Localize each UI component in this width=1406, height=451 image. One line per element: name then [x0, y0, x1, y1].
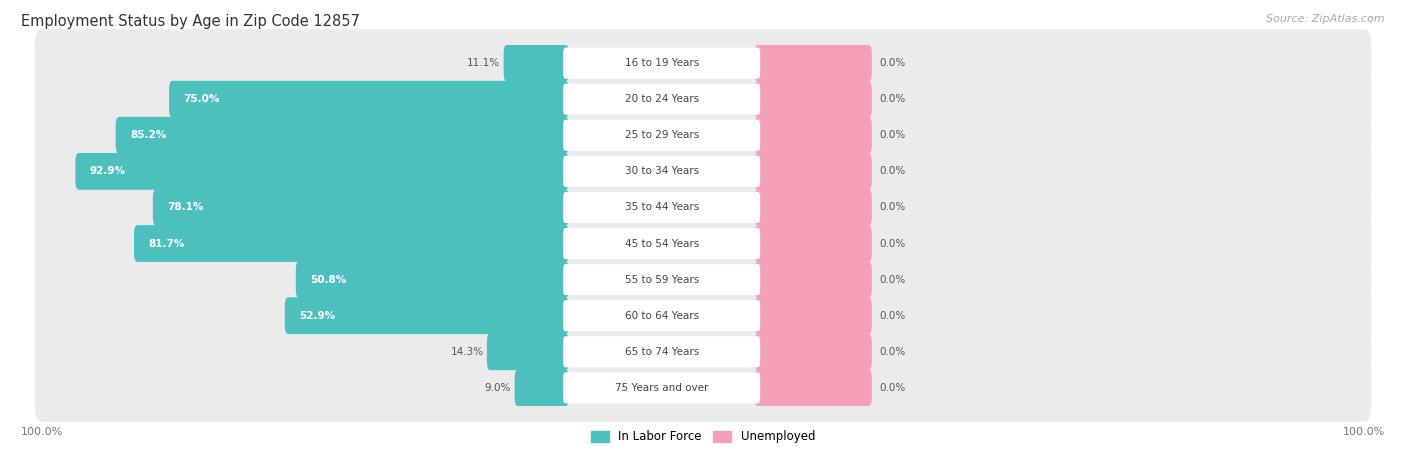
- FancyBboxPatch shape: [755, 117, 872, 154]
- Text: 0.0%: 0.0%: [879, 94, 905, 104]
- Text: 0.0%: 0.0%: [879, 239, 905, 249]
- FancyBboxPatch shape: [755, 369, 872, 406]
- Legend: In Labor Force, Unemployed: In Labor Force, Unemployed: [591, 430, 815, 443]
- FancyBboxPatch shape: [35, 29, 1371, 97]
- FancyBboxPatch shape: [35, 210, 1371, 277]
- FancyBboxPatch shape: [755, 261, 872, 298]
- FancyBboxPatch shape: [755, 81, 872, 118]
- Text: 0.0%: 0.0%: [879, 202, 905, 212]
- Text: 85.2%: 85.2%: [131, 130, 166, 140]
- FancyBboxPatch shape: [564, 228, 761, 259]
- FancyBboxPatch shape: [755, 45, 872, 82]
- Text: 9.0%: 9.0%: [485, 383, 512, 393]
- FancyBboxPatch shape: [76, 153, 568, 190]
- FancyBboxPatch shape: [564, 84, 761, 115]
- FancyBboxPatch shape: [564, 120, 761, 151]
- Text: Employment Status by Age in Zip Code 12857: Employment Status by Age in Zip Code 128…: [21, 14, 360, 28]
- FancyBboxPatch shape: [35, 65, 1371, 133]
- Text: 16 to 19 Years: 16 to 19 Years: [624, 58, 699, 68]
- Text: 20 to 24 Years: 20 to 24 Years: [624, 94, 699, 104]
- Text: 81.7%: 81.7%: [149, 239, 184, 249]
- FancyBboxPatch shape: [134, 225, 568, 262]
- FancyBboxPatch shape: [755, 225, 872, 262]
- FancyBboxPatch shape: [755, 297, 872, 334]
- Text: 11.1%: 11.1%: [467, 58, 501, 68]
- FancyBboxPatch shape: [35, 101, 1371, 169]
- FancyBboxPatch shape: [564, 48, 761, 78]
- Text: 35 to 44 Years: 35 to 44 Years: [624, 202, 699, 212]
- FancyBboxPatch shape: [564, 336, 761, 367]
- Text: 0.0%: 0.0%: [879, 275, 905, 285]
- FancyBboxPatch shape: [115, 117, 568, 154]
- Text: 55 to 59 Years: 55 to 59 Years: [624, 275, 699, 285]
- Text: 78.1%: 78.1%: [167, 202, 204, 212]
- Text: 25 to 29 Years: 25 to 29 Years: [624, 130, 699, 140]
- FancyBboxPatch shape: [503, 45, 568, 82]
- Text: 0.0%: 0.0%: [879, 58, 905, 68]
- Text: 30 to 34 Years: 30 to 34 Years: [624, 166, 699, 176]
- Text: 75.0%: 75.0%: [184, 94, 219, 104]
- FancyBboxPatch shape: [564, 192, 761, 223]
- FancyBboxPatch shape: [35, 174, 1371, 241]
- Text: 65 to 74 Years: 65 to 74 Years: [624, 347, 699, 357]
- Text: 60 to 64 Years: 60 to 64 Years: [624, 311, 699, 321]
- Text: 0.0%: 0.0%: [879, 130, 905, 140]
- Text: 75 Years and over: 75 Years and over: [614, 383, 709, 393]
- Text: 0.0%: 0.0%: [879, 311, 905, 321]
- FancyBboxPatch shape: [35, 354, 1371, 422]
- FancyBboxPatch shape: [35, 138, 1371, 205]
- FancyBboxPatch shape: [153, 189, 568, 226]
- Text: 14.3%: 14.3%: [450, 347, 484, 357]
- FancyBboxPatch shape: [755, 189, 872, 226]
- FancyBboxPatch shape: [285, 297, 568, 334]
- FancyBboxPatch shape: [755, 333, 872, 370]
- Text: 52.9%: 52.9%: [299, 311, 336, 321]
- FancyBboxPatch shape: [564, 300, 761, 331]
- Text: 0.0%: 0.0%: [879, 166, 905, 176]
- FancyBboxPatch shape: [35, 318, 1371, 386]
- FancyBboxPatch shape: [35, 282, 1371, 350]
- FancyBboxPatch shape: [564, 373, 761, 403]
- FancyBboxPatch shape: [486, 333, 568, 370]
- Text: 92.9%: 92.9%: [90, 166, 125, 176]
- FancyBboxPatch shape: [515, 369, 568, 406]
- Text: 45 to 54 Years: 45 to 54 Years: [624, 239, 699, 249]
- FancyBboxPatch shape: [755, 153, 872, 190]
- FancyBboxPatch shape: [35, 246, 1371, 313]
- FancyBboxPatch shape: [564, 156, 761, 187]
- Text: 50.8%: 50.8%: [311, 275, 346, 285]
- FancyBboxPatch shape: [169, 81, 568, 118]
- Text: Source: ZipAtlas.com: Source: ZipAtlas.com: [1267, 14, 1385, 23]
- FancyBboxPatch shape: [295, 261, 568, 298]
- Text: 0.0%: 0.0%: [879, 383, 905, 393]
- Text: 0.0%: 0.0%: [879, 347, 905, 357]
- Text: 100.0%: 100.0%: [1343, 428, 1385, 437]
- FancyBboxPatch shape: [564, 264, 761, 295]
- Text: 100.0%: 100.0%: [21, 428, 63, 437]
